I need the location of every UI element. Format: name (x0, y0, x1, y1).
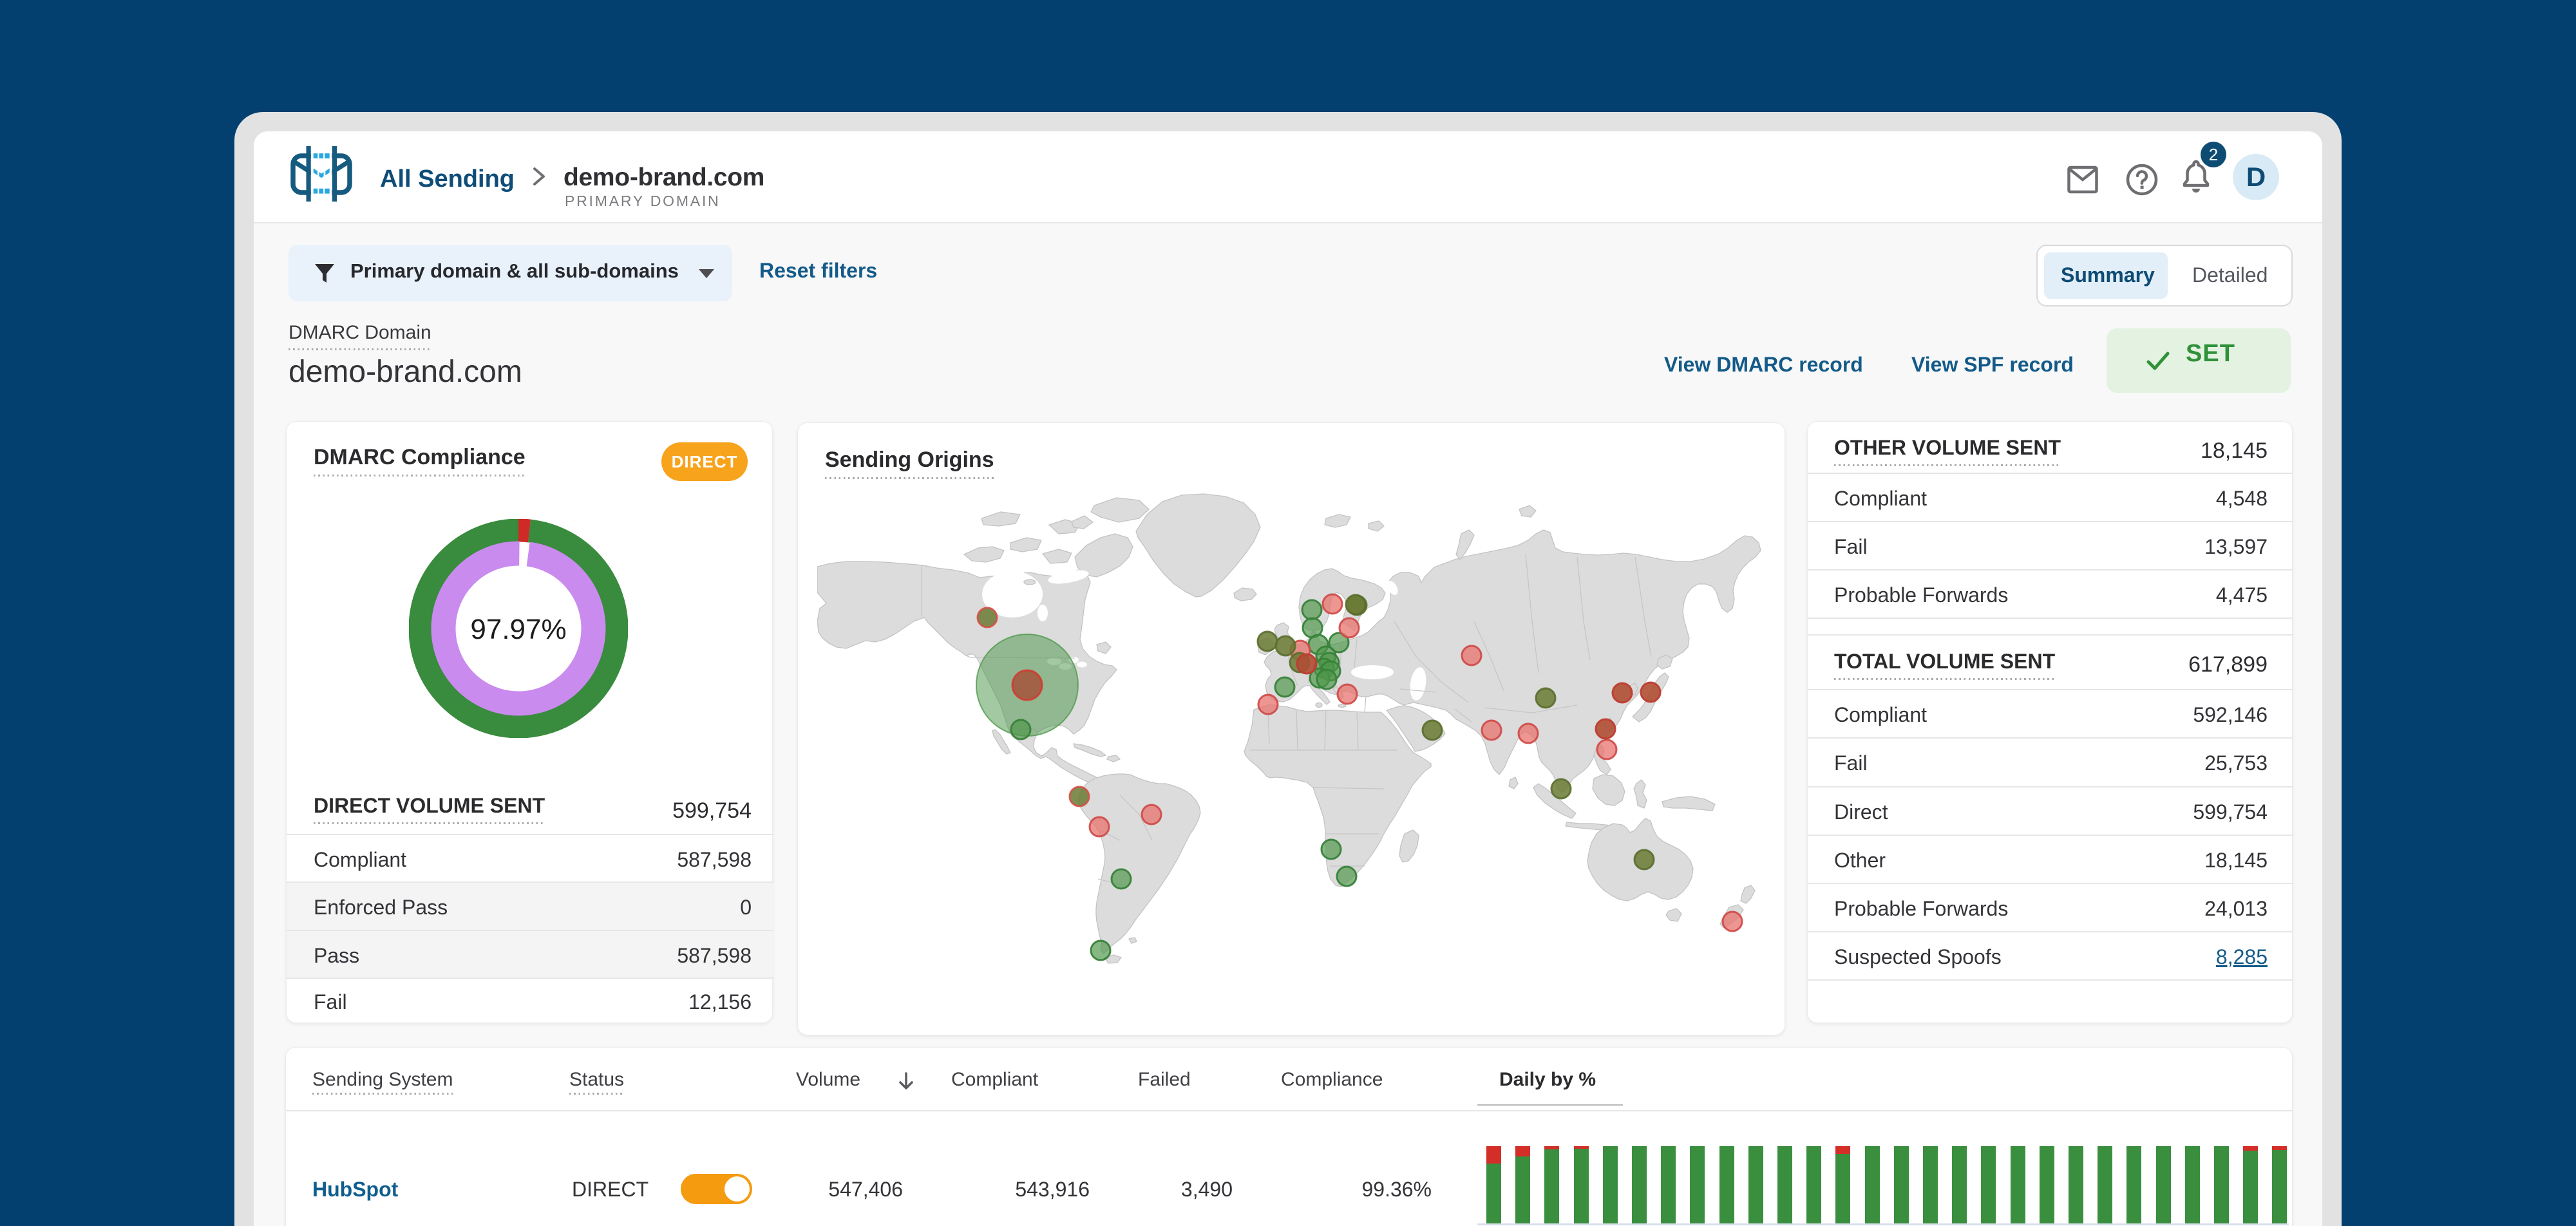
svg-text:97.97%: 97.97% (470, 614, 566, 645)
